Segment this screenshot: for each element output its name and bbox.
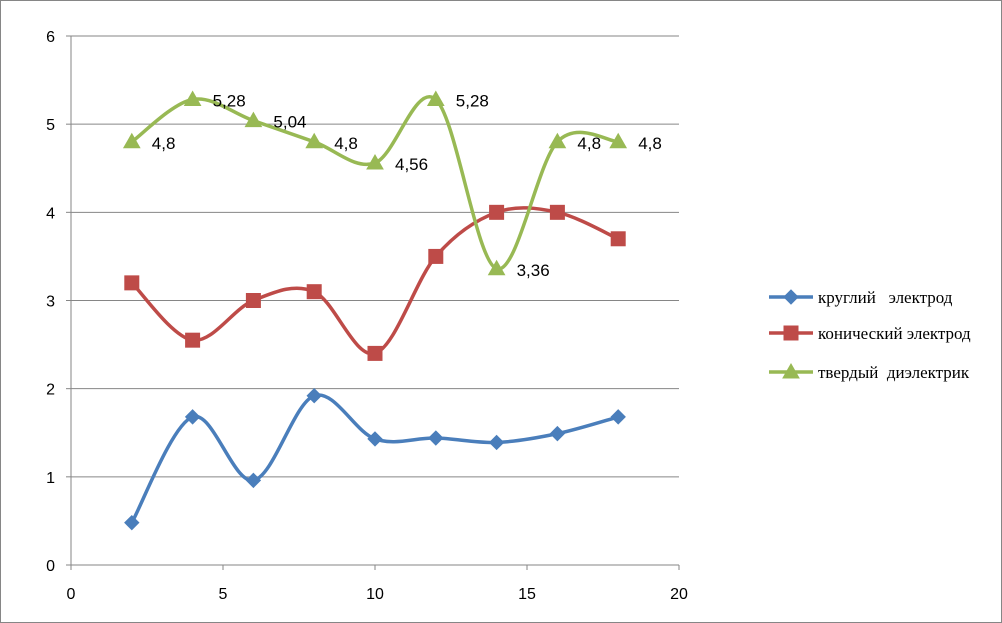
data-point-3 bbox=[487, 259, 506, 276]
legend-triangle-marker bbox=[782, 362, 800, 379]
data-label: 3,36 bbox=[517, 261, 550, 280]
legend: круглий электрод конический электрод тверд… bbox=[769, 288, 971, 382]
data-point-2 bbox=[124, 275, 140, 291]
series-line-2 bbox=[130, 206, 620, 356]
data-point-2 bbox=[549, 204, 565, 220]
data-point-3 bbox=[366, 153, 384, 170]
y-tick-label: 2 bbox=[46, 382, 55, 399]
data-point-2 bbox=[185, 332, 201, 348]
data-point-1 bbox=[124, 514, 140, 531]
axes: 0 1 2 3 4 5 6 0 5 10 15 20 bbox=[46, 29, 688, 603]
data-point-1 bbox=[549, 425, 566, 442]
y-tick-label: 0 bbox=[46, 558, 55, 575]
data-label: 4,8 bbox=[638, 134, 662, 153]
data-labels: 4,8 5,28 5,04 4,8 4,56 5,28 3,36 4,8 4,8 bbox=[152, 91, 662, 279]
series-line-3 bbox=[130, 95, 620, 271]
data-point-2 bbox=[489, 204, 505, 220]
data-point-2 bbox=[367, 345, 383, 361]
data-point-1 bbox=[306, 388, 322, 404]
data-point-1 bbox=[184, 409, 201, 425]
legend-label: конический электрод bbox=[818, 324, 971, 343]
data-point-1 bbox=[488, 434, 505, 451]
data-point-2 bbox=[428, 248, 444, 264]
y-tick-label: 3 bbox=[46, 294, 55, 311]
data-point-2 bbox=[610, 231, 626, 247]
data-point-3 bbox=[122, 132, 141, 149]
data-label: 5,04 bbox=[273, 113, 306, 132]
data-point-3 bbox=[183, 90, 202, 106]
x-tick-label: 5 bbox=[219, 586, 228, 603]
legend-square-marker bbox=[783, 325, 799, 341]
y-tick-label: 6 bbox=[46, 29, 55, 46]
data-label: 5,28 bbox=[456, 91, 489, 110]
data-label: 5,28 bbox=[213, 91, 246, 110]
x-tick-label: 0 bbox=[67, 586, 76, 603]
data-point-2 bbox=[306, 284, 322, 300]
legend-label: твердый диэлектрик bbox=[818, 363, 970, 382]
y-tick-label: 5 bbox=[46, 117, 55, 134]
x-tick-label: 20 bbox=[670, 586, 688, 603]
x-tick-label: 15 bbox=[518, 586, 536, 603]
data-point-3 bbox=[548, 132, 567, 149]
series-line-1 bbox=[130, 393, 620, 525]
data-point-1 bbox=[428, 430, 444, 446]
data-point-2 bbox=[245, 293, 261, 308]
data-label: 4,56 bbox=[395, 155, 428, 174]
data-label: 4,8 bbox=[152, 134, 176, 153]
data-label: 4,8 bbox=[577, 134, 601, 153]
data-point-3 bbox=[426, 90, 445, 106]
y-tick-label: 1 bbox=[46, 470, 55, 487]
data-point-3 bbox=[244, 111, 263, 128]
legend-diamond-marker bbox=[783, 289, 799, 305]
y-tick-label: 4 bbox=[46, 205, 55, 222]
data-point-1 bbox=[610, 409, 626, 425]
gridlines bbox=[71, 35, 679, 478]
x-tick-label: 10 bbox=[366, 586, 384, 603]
data-point-1 bbox=[367, 431, 383, 447]
data-point-3 bbox=[305, 132, 324, 149]
data-point-3 bbox=[609, 132, 628, 149]
data-point-1 bbox=[245, 472, 262, 489]
data-label: 4,8 bbox=[334, 134, 358, 153]
series-group bbox=[122, 90, 628, 531]
legend-label: круглий электрод bbox=[818, 288, 953, 307]
